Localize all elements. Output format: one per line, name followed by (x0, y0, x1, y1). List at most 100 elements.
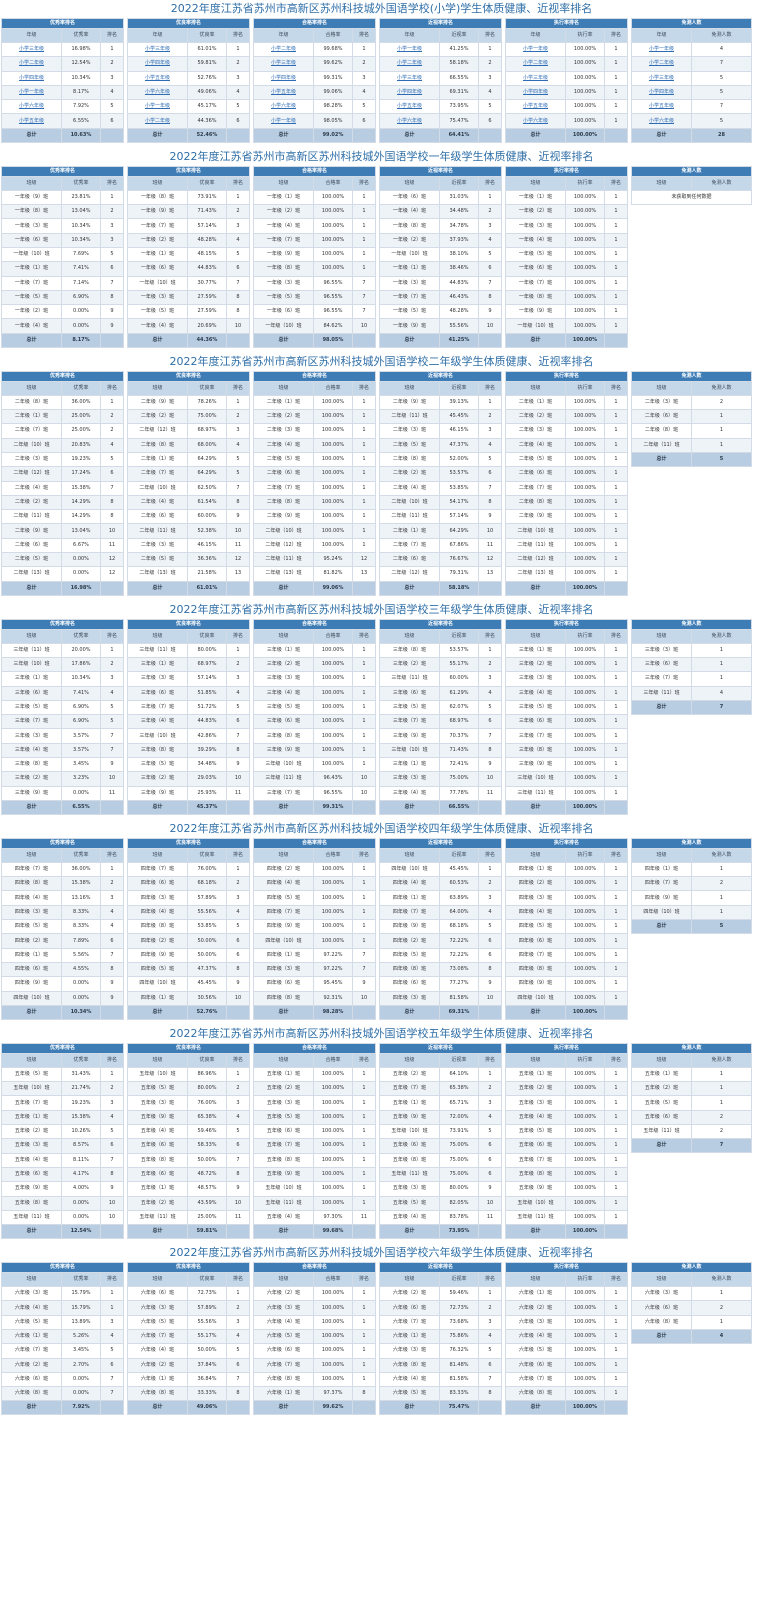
column-header: 排名 (226, 847, 250, 863)
grade-link[interactable]: 小学二年级 (127, 113, 188, 129)
grade-link[interactable]: 小学二年级 (1, 56, 62, 72)
column-header: 近视率 (439, 847, 479, 863)
grade-link[interactable]: 小学四年级 (631, 84, 692, 101)
table-title: 近视率排名 (379, 18, 502, 29)
grade-link[interactable]: 小学一年级 (1, 84, 62, 101)
table-row: 四年级（9）班 68.18% 5 (379, 919, 502, 935)
table-cell: 四年级（7）班 (631, 876, 692, 892)
table-cell: 100.00% (565, 566, 605, 582)
table-cell: 100.00% (565, 947, 605, 963)
grade-link[interactable]: 小学六年级 (253, 99, 314, 115)
table-cell: 1 (604, 466, 628, 482)
table-cell: 5 (100, 99, 124, 115)
grade-link[interactable]: 小学五年级 (127, 70, 188, 86)
grade-link[interactable]: 小学四年级 (505, 84, 566, 101)
table-row: 五年级（10）班 100.00% 1 (505, 1195, 628, 1211)
grade-link[interactable]: 小学一年级 (253, 113, 314, 129)
table-cell: 三年级（11）班 (1, 642, 62, 658)
table-cell: 三年级（9）班 (505, 756, 566, 773)
grade-link[interactable]: 小学二年级 (505, 56, 566, 72)
column-header: 班级 (127, 1272, 188, 1288)
table-title: 免测人数 (630, 18, 753, 29)
grade-link[interactable]: 小学三年级 (505, 70, 566, 86)
grade-link[interactable]: 小学五年级 (253, 84, 314, 101)
grade-link[interactable]: 小学五年级 (1, 113, 62, 129)
grade-link[interactable]: 小学二年级 (379, 56, 440, 72)
table-row: 小学五年级 7 (631, 99, 753, 115)
table-row: 二年级（13）班 0.00% 12 (1, 566, 124, 582)
grade-link[interactable]: 小学六年级 (505, 113, 566, 129)
table-cell: 六年级（8）班 (253, 1371, 314, 1388)
grade-link[interactable]: 小学六年级 (1, 99, 62, 115)
column-header: 优良率 (187, 628, 227, 644)
table-title-row: 优良率排名 (127, 370, 250, 382)
table-cell: 0.00% (61, 566, 101, 582)
table-row: 五年级（5）班 80.00% 2 (127, 1081, 250, 1097)
table-cell: 五年级（10）班 (505, 1195, 566, 1211)
table-cell: 1 (352, 919, 376, 935)
grade-link[interactable]: 小学五年级 (379, 99, 440, 115)
grade-link[interactable]: 小学一年级 (379, 41, 440, 58)
grade-link[interactable]: 小学三年级 (253, 56, 314, 72)
table-cell: 六年级（8）班 (379, 1357, 440, 1373)
ranking-table: 执行率排名 班级 执行率 排名 二年级（1）班 100.00% 1 二年级（2）班 100.00… (505, 370, 628, 596)
grade-link[interactable]: 小学二年级 (631, 56, 692, 72)
table-cell: 12 (478, 552, 502, 568)
table-title-row: 优秀率排名 (1, 165, 124, 177)
table-cell: 0.00% (61, 552, 101, 568)
table-row: 二年级（9）班 78.26% 1 (127, 394, 250, 411)
column-header: 排名 (100, 380, 124, 396)
table-cell: 1 (690, 423, 753, 439)
table-cell: 25.00% (61, 409, 101, 425)
table-row: 小学六年级 49.06% 4 (127, 84, 250, 101)
total-row: 总计 58.18% (379, 580, 502, 596)
grade-link[interactable]: 小学六年级 (631, 113, 692, 129)
grade-link[interactable]: 小学四年级 (253, 70, 314, 86)
total-row: 总计 4 (631, 1329, 753, 1344)
table-cell: 57.14% (187, 671, 227, 687)
table-cell: 1 (352, 861, 376, 878)
table-row: 四年级（2）班 50.00% 6 (127, 933, 250, 949)
grade-link[interactable]: 小学三年级 (631, 70, 692, 86)
grade-link[interactable]: 小学四年级 (1, 70, 62, 86)
grade-link[interactable]: 小学五年级 (631, 99, 692, 115)
grade-link[interactable]: 小学二年级 (253, 41, 314, 58)
table-cell: 80.00% (187, 1081, 227, 1097)
grade-link[interactable]: 小学三年级 (379, 70, 440, 86)
total-value: 100.00% (565, 799, 605, 815)
column-header: 班级 (253, 175, 314, 191)
table-cell: 20.69% (187, 318, 227, 334)
grade-link[interactable]: 小学一年级 (505, 41, 566, 58)
grade-link[interactable]: 小学六年级 (379, 113, 440, 129)
grade-link[interactable]: 小学一年级 (127, 99, 188, 115)
grade-link[interactable]: 小学五年级 (505, 99, 566, 115)
table-title-row: 免测人数 (630, 1042, 753, 1054)
grade-link[interactable]: 小学三年级 (1, 41, 62, 58)
table-cell: 1 (604, 1152, 628, 1168)
grade-link[interactable]: 小学四年级 (127, 56, 188, 72)
table-cell: 六年级（5）班 (1, 1314, 62, 1331)
total-value: 10.34% (61, 1004, 101, 1020)
table-cell: 二年级（12）班 (253, 537, 314, 554)
table-row: 五年级（8）班 75.00% 6 (379, 1152, 502, 1168)
table-row: 小学六年级 7.92% 5 (1, 99, 124, 115)
table-row: 小学三年级 66.55% 3 (379, 70, 502, 86)
table-cell: 60.00% (187, 509, 227, 525)
total-label: 总计 (253, 1004, 314, 1020)
table-row: 一年级（3）班 44.83% 7 (379, 275, 502, 291)
table-cell: 三年级（8）班 (253, 728, 314, 744)
table-row: 二年级（13）班 21.58% 13 (127, 566, 250, 582)
table-row: 三年级（3）班 3.57% 7 (1, 728, 124, 744)
table-cell: 5.56% (61, 947, 101, 963)
table-title-row: 执行率排名 (505, 618, 628, 630)
grade-link[interactable]: 小学六年级 (127, 84, 188, 101)
table-cell: 54.17% (439, 494, 479, 511)
table-row: 三年级（10）班 42.86% 7 (127, 728, 250, 744)
grade-link[interactable]: 小学三年级 (127, 41, 188, 58)
ranking-table: 合格率排名 班级 合格率 排名 五年级（1）班 100.00% 1 五年级（2）班 100.00… (253, 1042, 376, 1240)
table-cell: 1 (352, 742, 376, 758)
table-cell: 四年级（2）班 (379, 933, 440, 949)
table-cell: 1 (604, 933, 628, 949)
grade-link[interactable]: 小学四年级 (379, 84, 440, 101)
grade-link[interactable]: 小学一年级 (631, 41, 692, 58)
